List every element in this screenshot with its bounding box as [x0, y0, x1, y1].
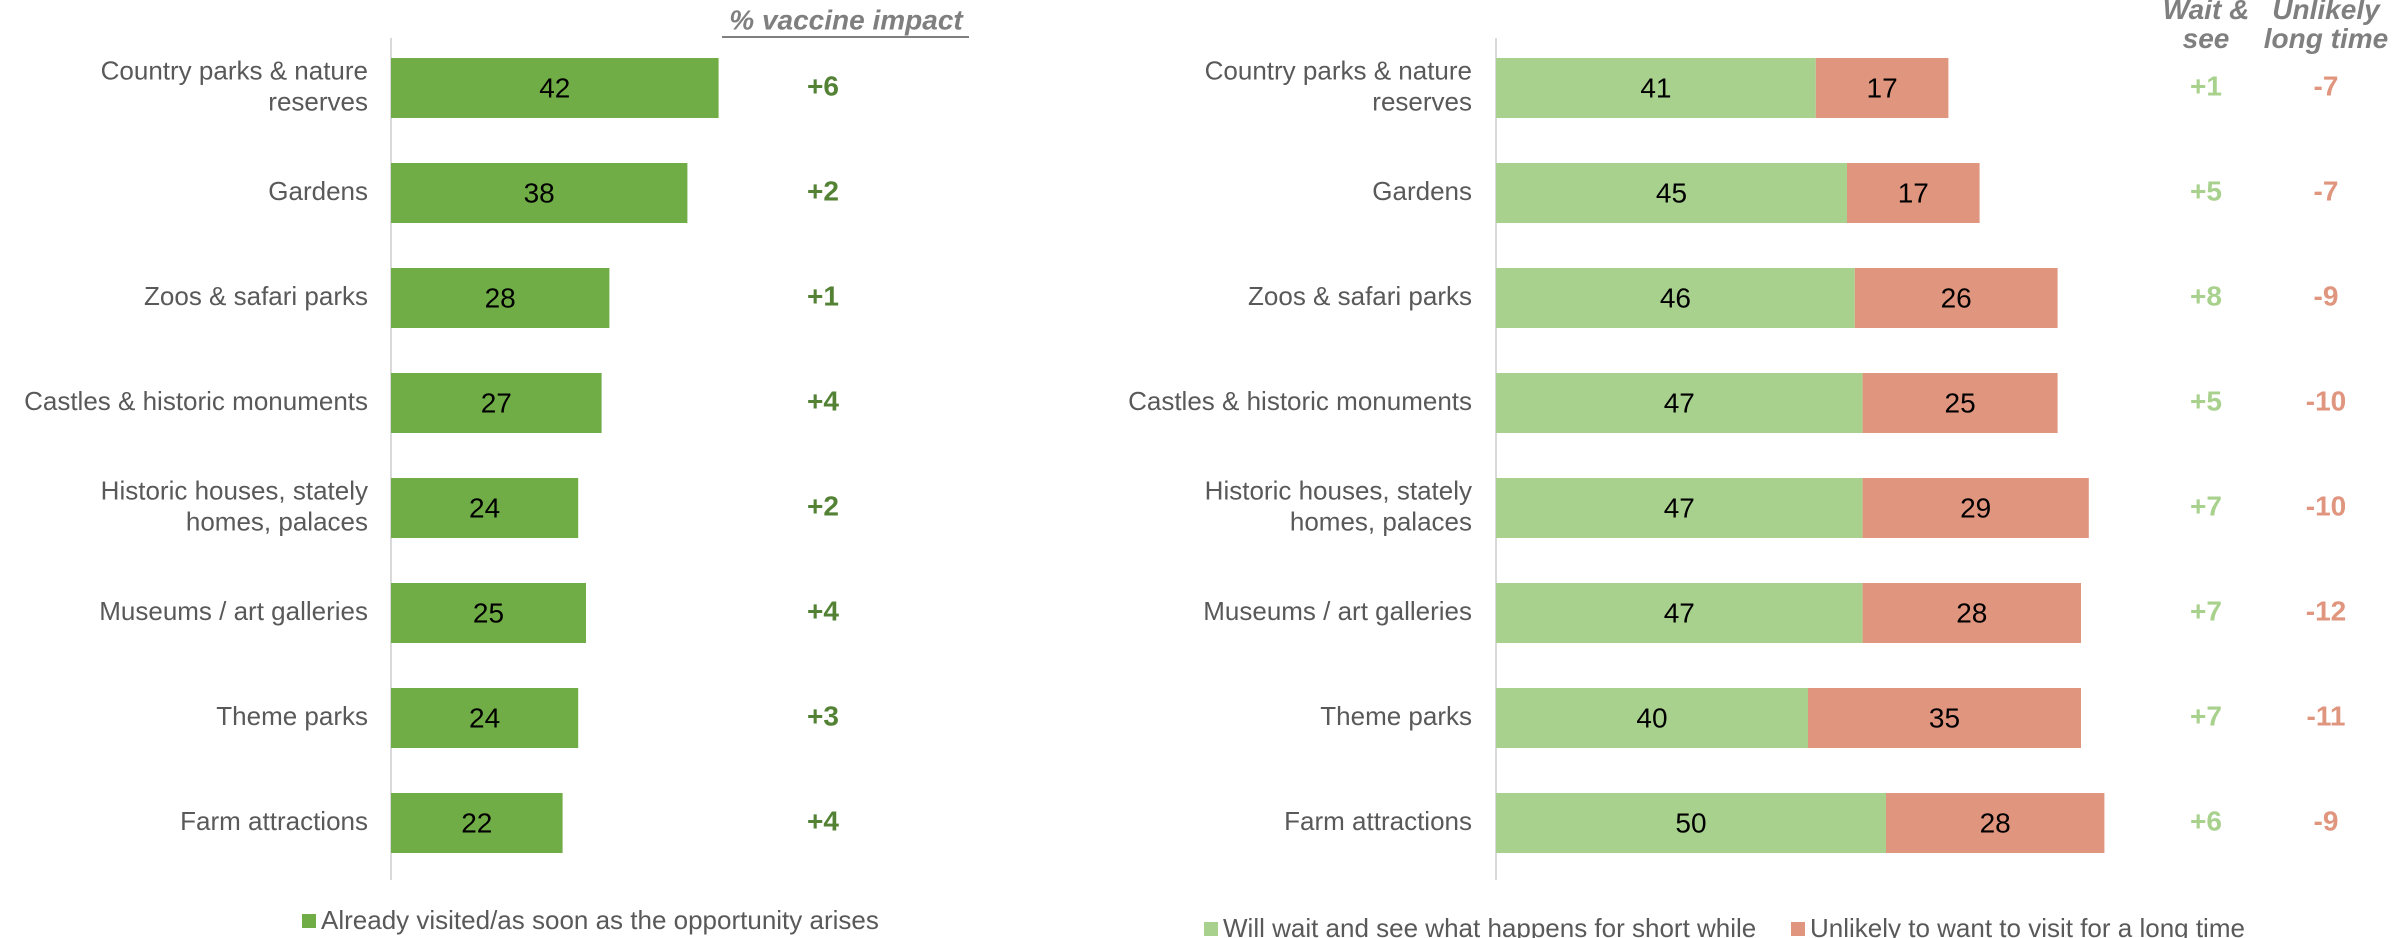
unlikely-impact-value: -7 [2314, 70, 2339, 101]
unlikely-impact-value: -10 [2306, 490, 2346, 521]
left-category-label: Country parks & nature reserves [101, 55, 368, 116]
unlikely-bar [1808, 688, 2081, 748]
wait-see-bar [1496, 688, 1808, 748]
left-impact-value: +3 [807, 700, 839, 731]
unlikely-impact-value: -11 [2307, 700, 2346, 731]
unlikely-bar-value: 25 [1945, 387, 1976, 418]
unlikely-legend-label: Unlikely to want to visit for a long tim… [1810, 913, 2245, 938]
left-bar-value: 24 [469, 492, 500, 523]
right-category-label: Country parks & nature reserves [1205, 55, 1472, 116]
unlikely-bar-value: 17 [1867, 72, 1898, 103]
unlikely-bar [1862, 583, 2081, 643]
wait-see-bar-value: 50 [1675, 807, 1706, 838]
wait-see-bar-value: 47 [1664, 387, 1695, 418]
right-category-label: Gardens [1372, 176, 1472, 206]
unlikely-impact-value: -9 [2314, 280, 2339, 311]
left-bar-value: 22 [461, 807, 492, 838]
unlikely-bar [1862, 478, 2089, 538]
left-legend-label: Already visited/as soon as the opportuni… [321, 905, 879, 935]
wait-see-legend-swatch [1204, 922, 1218, 936]
unlikely-bar-value: 28 [1980, 807, 2011, 838]
left-category-label: Theme parks [216, 701, 368, 731]
left-bar [391, 478, 579, 538]
unlikely-impact-value: -9 [2314, 805, 2339, 836]
unlikely-bar [1847, 163, 1980, 223]
unlikely-bar-value: 35 [1929, 702, 1960, 733]
wait-see-bar [1496, 163, 1847, 223]
unlikely-legend-swatch [1791, 922, 1805, 936]
wait-see-impact-value: +1 [2190, 70, 2222, 101]
left-bar [391, 163, 688, 223]
unlikely-bar-value: 17 [1898, 177, 1929, 208]
left-category-label: Zoos & safari parks [144, 281, 368, 311]
wait-see-header: Wait & see [2163, 0, 2250, 54]
vaccine-impact-header: % vaccine impact [729, 4, 964, 35]
unlikely-impact-value: -10 [2306, 385, 2346, 416]
left-bar-value: 24 [469, 702, 500, 733]
left-bar [391, 268, 610, 328]
left-impact-value: +4 [807, 385, 839, 416]
wait-see-impact-value: +5 [2190, 175, 2222, 206]
left-bar [391, 793, 563, 853]
unlikely-bar [1854, 268, 2058, 328]
left-category-label: Farm attractions [180, 806, 368, 836]
right-category-label: Historic houses, stately homes, palaces [1205, 475, 1472, 536]
unlikely-impact-value: -12 [2306, 595, 2346, 626]
wait-see-legend-label: Will wait and see what happens for short… [1223, 913, 1756, 938]
wait-see-impact-value: +7 [2190, 490, 2222, 521]
left-bar-value: 38 [524, 177, 555, 208]
left-bar [391, 373, 602, 433]
unlikely-bar [1862, 373, 2058, 433]
wait-see-bar-value: 47 [1664, 492, 1695, 523]
wait-see-impact-value: +7 [2190, 595, 2222, 626]
left-category-label: Museums / art galleries [99, 596, 368, 626]
right-category-label: Farm attractions [1284, 806, 1472, 836]
right-category-label: Theme parks [1320, 701, 1472, 731]
wait-see-impact-value: +5 [2190, 385, 2222, 416]
unlikely-bar-value: 26 [1941, 282, 1972, 313]
left-impact-value: +2 [807, 175, 839, 206]
left-bar [391, 58, 719, 118]
wait-see-bar [1496, 478, 1863, 538]
unlikely-bar-value: 29 [1960, 492, 1991, 523]
left-bar-value: 25 [473, 597, 504, 628]
left-impact-value: +1 [807, 280, 839, 311]
left-bar [391, 583, 586, 643]
left-category-label: Gardens [268, 176, 368, 206]
unlikely-impact-value: -7 [2314, 175, 2339, 206]
left-impact-value: +4 [807, 595, 839, 626]
left-impact-value: +4 [807, 805, 839, 836]
unlikely-bar [1886, 793, 2105, 853]
wait-see-bar-value: 47 [1664, 597, 1695, 628]
right-category-label: Museums / art galleries [1203, 596, 1472, 626]
wait-see-bar-value: 46 [1660, 282, 1691, 313]
left-category-label: Castles & historic monuments [24, 386, 368, 416]
left-bar [391, 688, 579, 748]
wait-see-bar [1496, 58, 1816, 118]
unlikely-long-time-header: Unlikely long time [2264, 0, 2388, 54]
wait-see-bar [1496, 373, 1863, 433]
wait-see-bar [1496, 268, 1855, 328]
right-category-label: Castles & historic monuments [1128, 386, 1472, 416]
right-category-label: Zoos & safari parks [1248, 281, 1472, 311]
wait-see-bar-value: 41 [1640, 72, 1671, 103]
left-bar-value: 28 [485, 282, 516, 313]
left-impact-value: +6 [807, 70, 839, 101]
wait-see-bar [1496, 793, 1886, 853]
unlikely-bar [1815, 58, 1949, 118]
left-bar-value: 27 [481, 387, 512, 418]
unlikely-bar-value: 28 [1956, 597, 1987, 628]
wait-see-impact-value: +6 [2190, 805, 2222, 836]
wait-see-impact-value: +8 [2190, 280, 2222, 311]
wait-see-impact-value: +7 [2190, 700, 2222, 731]
left-category-label: Historic houses, stately homes, palaces [101, 475, 368, 536]
wait-see-bar-value: 45 [1656, 177, 1687, 208]
left-legend-swatch [302, 914, 316, 928]
wait-see-bar [1496, 583, 1863, 643]
left-bar-value: 42 [539, 72, 570, 103]
left-impact-value: +2 [807, 490, 839, 521]
wait-see-bar-value: 40 [1636, 702, 1667, 733]
